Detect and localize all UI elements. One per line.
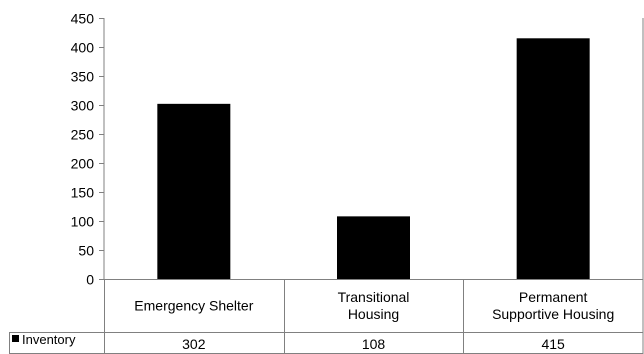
bars bbox=[157, 38, 590, 279]
x-category-label: Permanent bbox=[519, 289, 588, 305]
y-tick-label: 450 bbox=[71, 11, 95, 27]
x-category-label: Emergency Shelter bbox=[134, 298, 253, 314]
table-value: 415 bbox=[541, 336, 565, 352]
legend-label-inventory: Inventory bbox=[22, 332, 76, 347]
x-category-label: Housing bbox=[348, 306, 399, 322]
y-tick-label: 400 bbox=[71, 40, 95, 56]
y-tick-label: 350 bbox=[71, 69, 95, 85]
bar bbox=[157, 103, 231, 279]
data-table: Inventory 302 108 415 bbox=[12, 332, 565, 352]
bar bbox=[337, 216, 410, 279]
x-category-label: Transitional bbox=[338, 289, 410, 305]
table-value: 302 bbox=[182, 336, 206, 352]
legend-key-inventory bbox=[12, 335, 19, 342]
x-category-label: Supportive Housing bbox=[492, 306, 614, 322]
y-tick-label: 0 bbox=[86, 272, 94, 288]
y-tick-label: 50 bbox=[78, 243, 94, 259]
y-tick-label: 300 bbox=[71, 98, 95, 114]
bar bbox=[516, 38, 590, 279]
table-value: 108 bbox=[362, 336, 386, 352]
y-tick-label: 200 bbox=[71, 156, 95, 172]
y-tick-label: 250 bbox=[71, 127, 95, 143]
y-tick-label: 150 bbox=[71, 185, 95, 201]
y-tick-label: 100 bbox=[71, 214, 95, 230]
